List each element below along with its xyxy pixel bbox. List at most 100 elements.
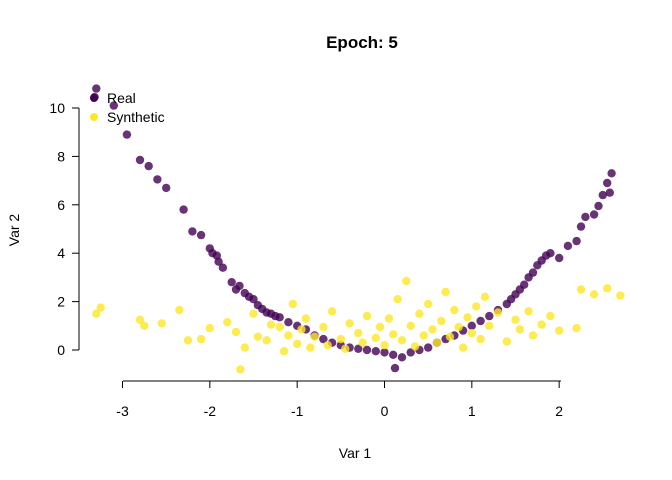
synthetic-point: [135, 315, 145, 324]
synthetic-point: [389, 330, 398, 339]
real-point: [196, 230, 206, 240]
synthetic-point: [236, 365, 245, 374]
real-point: [476, 316, 485, 326]
synthetic-point: [310, 332, 319, 341]
real-point: [144, 161, 153, 171]
real-point: [581, 212, 590, 222]
synthetic-point: [480, 292, 490, 301]
synthetic-point: [196, 334, 206, 344]
synthetic-point: [432, 338, 442, 347]
synthetic-point: [428, 325, 437, 334]
legend-label-real: Real: [107, 90, 136, 106]
real-point: [485, 311, 494, 321]
synthetic-point: [327, 307, 337, 316]
synthetic-point: [424, 299, 433, 309]
real-point: [594, 201, 603, 211]
synthetic-point: [454, 322, 463, 332]
real-point: [319, 334, 328, 344]
synthetic-point: [341, 344, 350, 353]
real-point: [605, 188, 614, 197]
x-tick-label: -3: [116, 403, 129, 419]
x-tick-label: 0: [381, 403, 389, 419]
synthetic-point: [371, 333, 380, 343]
synthetic-point: [502, 337, 511, 346]
real-point: [179, 205, 188, 214]
real-point: [249, 295, 258, 304]
synthetic-point: [472, 302, 481, 311]
real-point: [354, 344, 363, 353]
y-tick-label: 10: [49, 100, 65, 116]
synthetic-point: [231, 327, 241, 337]
real-point: [397, 353, 407, 362]
synthetic-point: [402, 276, 411, 286]
real-point: [389, 350, 398, 359]
real-point: [371, 347, 380, 356]
synthetic-point: [284, 331, 293, 340]
synthetic-point: [393, 295, 402, 304]
synthetic-point: [323, 341, 332, 350]
real-point: [424, 343, 433, 352]
synthetic-point: [354, 328, 363, 338]
synthetic-point: [616, 291, 625, 300]
real-point: [563, 241, 573, 251]
y-tick-label: 2: [57, 294, 65, 310]
real-point: [162, 183, 171, 193]
legend-label-synthetic: Synthetic: [107, 109, 165, 125]
synthetic-point: [458, 343, 468, 352]
real-point: [362, 345, 372, 355]
synthetic-point: [589, 290, 599, 299]
real-point: [406, 348, 415, 357]
synthetic-point: [297, 325, 306, 334]
synthetic-point: [463, 313, 472, 322]
synthetic-point: [603, 284, 612, 293]
real-point: [122, 130, 132, 139]
synthetic-point: [546, 311, 555, 321]
real-point: [92, 84, 101, 93]
synthetic-point: [476, 334, 485, 344]
synthetic-point: [92, 309, 101, 318]
real-point: [188, 227, 197, 236]
synthetic-point: [345, 319, 354, 328]
synthetic-point: [336, 334, 345, 344]
real-point: [572, 236, 581, 246]
synthetic-point: [358, 338, 367, 347]
synthetic-series: [92, 276, 625, 374]
real-point: [227, 278, 236, 287]
y-axis-label: Var 2: [6, 214, 22, 247]
real-point: [135, 155, 145, 165]
real-point: [275, 313, 284, 322]
real-point: [598, 190, 607, 200]
legend: Real Synthetic: [90, 90, 165, 125]
synthetic-point: [493, 308, 503, 317]
y-tick-label: 6: [57, 197, 65, 213]
synthetic-point: [375, 322, 385, 332]
synthetic-point: [175, 305, 184, 315]
legend-marker-synthetic: [90, 113, 98, 121]
real-point: [607, 169, 616, 178]
real-point: [390, 363, 400, 373]
y-tick-label: 0: [57, 342, 65, 358]
x-tick-label: 1: [468, 403, 476, 419]
synthetic-point: [572, 324, 581, 333]
y-axis: 0 2 4 6 8 10: [49, 100, 80, 358]
real-point: [235, 281, 244, 291]
real-point: [153, 175, 162, 184]
legend-marker-real: [90, 94, 98, 102]
real-point: [555, 253, 564, 263]
synthetic-point: [450, 305, 459, 315]
real-point: [214, 257, 223, 266]
x-axis-label: Var 1: [339, 445, 372, 461]
synthetic-point: [240, 343, 249, 352]
synthetic-point: [397, 336, 407, 345]
synthetic-point: [157, 319, 166, 328]
x-tick-label: 2: [555, 403, 563, 419]
synthetic-point: [384, 314, 394, 323]
synthetic-point: [515, 325, 525, 334]
real-point: [467, 321, 476, 330]
synthetic-point: [183, 336, 193, 345]
synthetic-point: [419, 331, 428, 340]
x-tick-label: -2: [204, 403, 217, 419]
real-point: [218, 263, 228, 272]
synthetic-point: [293, 339, 302, 349]
